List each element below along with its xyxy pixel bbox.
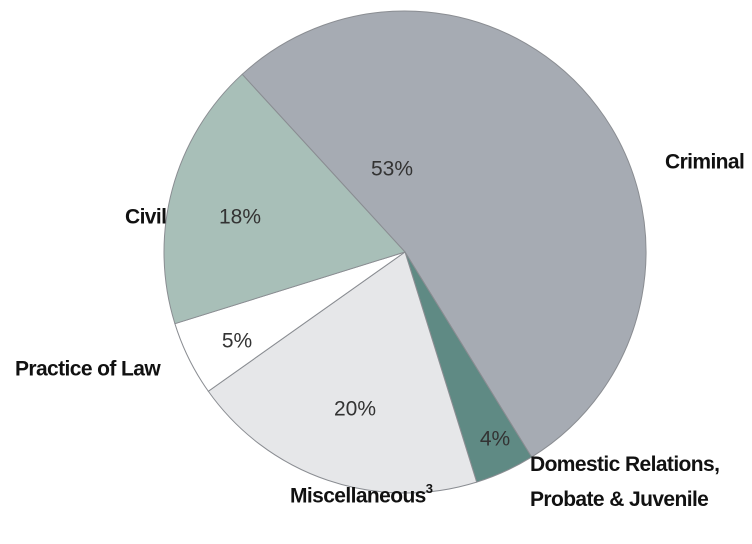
slice-value-label: 4% [480,428,510,451]
pie-slice [241,10,647,458]
pie-slice [163,73,406,325]
label-line: Probate & Juvenile [530,488,708,511]
footnote-marker: 3 [426,481,433,496]
pie-slice [207,251,478,494]
category-label: Civil [125,206,166,229]
slice-value-label: 20% [334,398,376,421]
label-line: Domestic Relations, [530,453,719,476]
category-label: Domestic Relations, Probate & Juvenile [530,453,719,511]
category-label: Practice of Law [15,358,161,381]
category-label: Criminal [665,151,744,174]
slice-value-label: 18% [219,206,261,229]
slice-value-label: 53% [371,158,413,181]
slice-value-label: 5% [222,330,252,353]
category-label: Miscellaneous3 [290,481,433,508]
